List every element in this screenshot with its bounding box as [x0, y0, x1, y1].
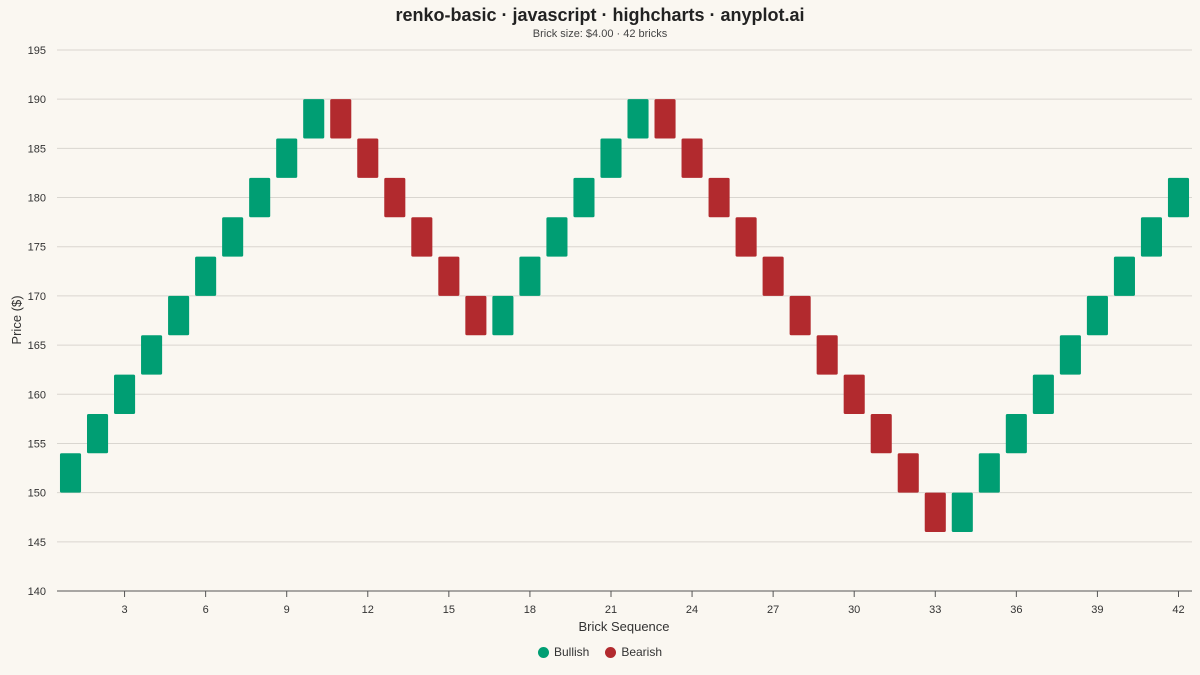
y-tick-label: 165	[28, 340, 46, 352]
bearish-brick[interactable]	[357, 138, 379, 178]
y-tick-label: 140	[28, 586, 46, 598]
bearish-brick[interactable]	[816, 335, 838, 375]
bearish-brick[interactable]	[438, 256, 460, 296]
bullish-brick[interactable]	[114, 374, 136, 414]
bearish-brick[interactable]	[465, 295, 487, 336]
legend: Bullish Bearish	[0, 645, 1200, 659]
x-tick-label: 6	[203, 604, 209, 616]
chart-title: renko-basic · javascript · highcharts · …	[395, 5, 805, 25]
x-tick-label: 30	[848, 604, 860, 616]
bearish-brick[interactable]	[870, 413, 892, 454]
y-tick-label: 175	[28, 242, 46, 254]
bullish-brick[interactable]	[546, 217, 568, 257]
x-tick-label: 39	[1091, 604, 1103, 616]
x-tick-label: 42	[1172, 604, 1184, 616]
bearish-brick[interactable]	[330, 99, 352, 139]
bullish-brick[interactable]	[978, 453, 1000, 493]
bricks-layer	[59, 99, 1190, 532]
x-tick-label: 18	[524, 604, 536, 616]
bullish-brick[interactable]	[168, 295, 190, 336]
legend-item-bullish[interactable]: Bullish	[537, 645, 590, 659]
bearish-brick[interactable]	[384, 177, 406, 218]
bearish-dot-icon	[605, 646, 617, 658]
x-tick-label: 36	[1010, 604, 1022, 616]
bullish-brick[interactable]	[519, 256, 541, 296]
y-axis-title: Price ($)	[9, 295, 24, 344]
x-tick-label: 12	[362, 604, 374, 616]
bullish-dot-icon	[537, 646, 549, 658]
bearish-brick[interactable]	[789, 295, 811, 336]
bullish-brick[interactable]	[1059, 335, 1081, 375]
bearish-brick[interactable]	[897, 453, 919, 493]
bearish-brick[interactable]	[708, 177, 730, 218]
x-tick-label: 21	[605, 604, 617, 616]
x-tick-label: 15	[443, 604, 455, 616]
x-tick-label: 33	[929, 604, 941, 616]
x-tick-label: 9	[284, 604, 290, 616]
y-tick-label: 185	[28, 143, 46, 155]
y-tick-label: 145	[28, 537, 46, 549]
bearish-brick[interactable]	[924, 492, 946, 532]
bearish-brick[interactable]	[735, 217, 757, 257]
bullish-brick[interactable]	[1086, 295, 1108, 336]
y-tick-label: 155	[28, 438, 46, 450]
legend-item-bearish[interactable]: Bearish	[605, 645, 662, 659]
x-tick-label: 27	[767, 604, 779, 616]
chart-subtitle: Brick size: $4.00 · 42 bricks	[532, 28, 668, 40]
bearish-brick[interactable]	[411, 217, 433, 257]
bullish-brick[interactable]	[303, 99, 325, 139]
y-tick-label: 180	[28, 193, 46, 205]
x-tick-label: 24	[686, 604, 698, 616]
legend-label-bearish: Bearish	[621, 645, 663, 659]
bullish-brick[interactable]	[1167, 177, 1190, 218]
grid-lines	[57, 49, 1192, 543]
bullish-brick[interactable]	[573, 177, 595, 218]
x-axis-title: Brick Sequence	[578, 619, 669, 634]
bearish-brick[interactable]	[843, 374, 865, 414]
y-tick-label: 195	[28, 45, 46, 57]
bullish-brick[interactable]	[627, 99, 649, 139]
bearish-brick[interactable]	[654, 99, 676, 139]
bearish-brick[interactable]	[762, 256, 784, 296]
x-tick-label: 3	[121, 604, 127, 616]
bullish-brick[interactable]	[1113, 256, 1135, 296]
bullish-brick[interactable]	[249, 177, 271, 218]
y-tick-label: 190	[28, 94, 46, 106]
y-tick-label: 170	[28, 291, 46, 303]
bullish-brick[interactable]	[600, 138, 622, 178]
bearish-brick[interactable]	[681, 138, 703, 178]
bullish-brick[interactable]	[951, 492, 973, 532]
bullish-brick[interactable]	[141, 335, 163, 375]
y-tick-label: 160	[28, 389, 46, 401]
bullish-brick[interactable]	[195, 256, 217, 296]
bullish-brick[interactable]	[1032, 374, 1054, 414]
legend-label-bullish: Bullish	[553, 645, 590, 659]
bullish-brick[interactable]	[1005, 413, 1027, 454]
y-tick-label: 150	[28, 488, 46, 500]
bullish-brick[interactable]	[276, 138, 298, 178]
bullish-brick[interactable]	[492, 295, 514, 336]
bullish-brick[interactable]	[1140, 217, 1163, 257]
bullish-brick[interactable]	[222, 217, 244, 257]
bullish-brick[interactable]	[59, 453, 82, 493]
bullish-brick[interactable]	[86, 413, 109, 454]
